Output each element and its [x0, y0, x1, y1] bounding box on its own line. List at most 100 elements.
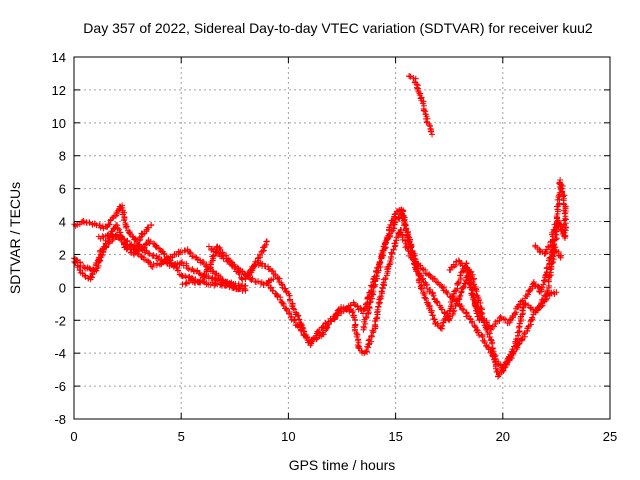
data-point — [149, 264, 156, 271]
data-point — [181, 247, 188, 254]
data-point — [208, 246, 215, 253]
data-point — [363, 300, 370, 307]
y-axis-label: SDTVAR / TECUs — [7, 182, 23, 294]
series-track-a — [71, 202, 249, 290]
data-point — [106, 221, 113, 228]
data-point — [242, 287, 249, 294]
data-point — [179, 258, 186, 265]
data-point — [116, 226, 123, 233]
data-point — [486, 322, 493, 329]
data-point — [416, 279, 423, 286]
data-point — [539, 283, 546, 290]
data-point — [252, 258, 259, 265]
data-point — [210, 248, 217, 255]
y-tick-label: -2 — [54, 313, 66, 328]
data-point — [352, 326, 359, 333]
data-point — [215, 250, 222, 257]
data-point — [279, 299, 286, 306]
y-tick-labels: -8 -6 -4 -2 0 2 4 6 8 10 12 14 — [52, 50, 66, 427]
y-tick-label: 8 — [59, 149, 66, 164]
data-point — [260, 281, 267, 288]
grid-lines — [74, 57, 610, 419]
data-point — [291, 316, 298, 323]
data-point — [561, 210, 568, 217]
data-point — [443, 289, 450, 296]
data-point — [80, 218, 87, 225]
data-point — [382, 275, 389, 282]
data-point — [249, 275, 256, 282]
data-point — [376, 261, 383, 268]
y-tick-label: -6 — [54, 379, 66, 394]
data-point — [126, 228, 133, 235]
data-point — [366, 299, 373, 306]
data-point — [137, 236, 144, 243]
data-point — [431, 316, 438, 323]
data-point — [377, 258, 384, 265]
data-point — [101, 243, 108, 250]
data-point — [375, 304, 382, 311]
series-track-d — [95, 230, 243, 293]
data-point — [175, 267, 182, 274]
data-point — [460, 283, 467, 290]
data-point — [475, 329, 482, 336]
data-point — [474, 326, 481, 333]
data-point — [368, 332, 375, 339]
x-tick-label: 15 — [388, 429, 402, 444]
data-point — [429, 131, 436, 138]
data-point — [88, 274, 95, 281]
data-point — [355, 344, 362, 351]
data-point — [407, 244, 414, 251]
data-point — [423, 282, 430, 289]
data-point — [364, 348, 371, 355]
data-point — [527, 317, 534, 324]
data-point — [376, 294, 383, 301]
data-point — [183, 274, 190, 281]
data-point — [405, 239, 412, 246]
data-point — [156, 245, 163, 252]
data-point — [517, 301, 524, 308]
data-point — [552, 224, 559, 230]
x-axis-label: GPS time / hours — [289, 457, 396, 473]
data-point — [266, 277, 273, 284]
y-tick-label: 14 — [52, 50, 66, 65]
data-point — [132, 235, 139, 242]
data-point — [391, 240, 398, 247]
data-point — [483, 319, 490, 326]
data-point — [454, 300, 461, 307]
data-point — [497, 313, 504, 320]
series-track-j — [446, 242, 565, 333]
data-point — [391, 211, 398, 218]
data-point — [333, 310, 340, 317]
data-point — [554, 196, 561, 203]
x-tick-label: 20 — [496, 429, 510, 444]
data-point — [286, 297, 293, 304]
data-point — [77, 259, 84, 266]
data-point — [542, 272, 549, 279]
data-point — [365, 303, 372, 310]
data-point — [543, 295, 550, 302]
data-point — [515, 332, 522, 339]
data-point — [477, 299, 484, 306]
data-point — [406, 73, 413, 80]
data-point — [92, 261, 99, 268]
data-point — [390, 246, 397, 253]
data-point — [396, 215, 403, 222]
data-point — [421, 294, 428, 301]
data-point — [457, 292, 464, 299]
data-point — [74, 221, 81, 228]
data-point — [96, 254, 103, 261]
data-point — [533, 307, 540, 314]
data-point — [81, 272, 88, 279]
data-point — [519, 305, 526, 312]
y-tick-label: 0 — [59, 280, 66, 295]
data-point — [466, 280, 473, 287]
data-point — [152, 243, 159, 250]
data-point — [386, 261, 393, 268]
data-point — [202, 263, 209, 270]
series-track-l — [406, 73, 436, 138]
data-point — [471, 323, 478, 330]
data-point — [363, 314, 370, 321]
x-tick-label: 5 — [178, 429, 185, 444]
data-point — [551, 227, 558, 234]
